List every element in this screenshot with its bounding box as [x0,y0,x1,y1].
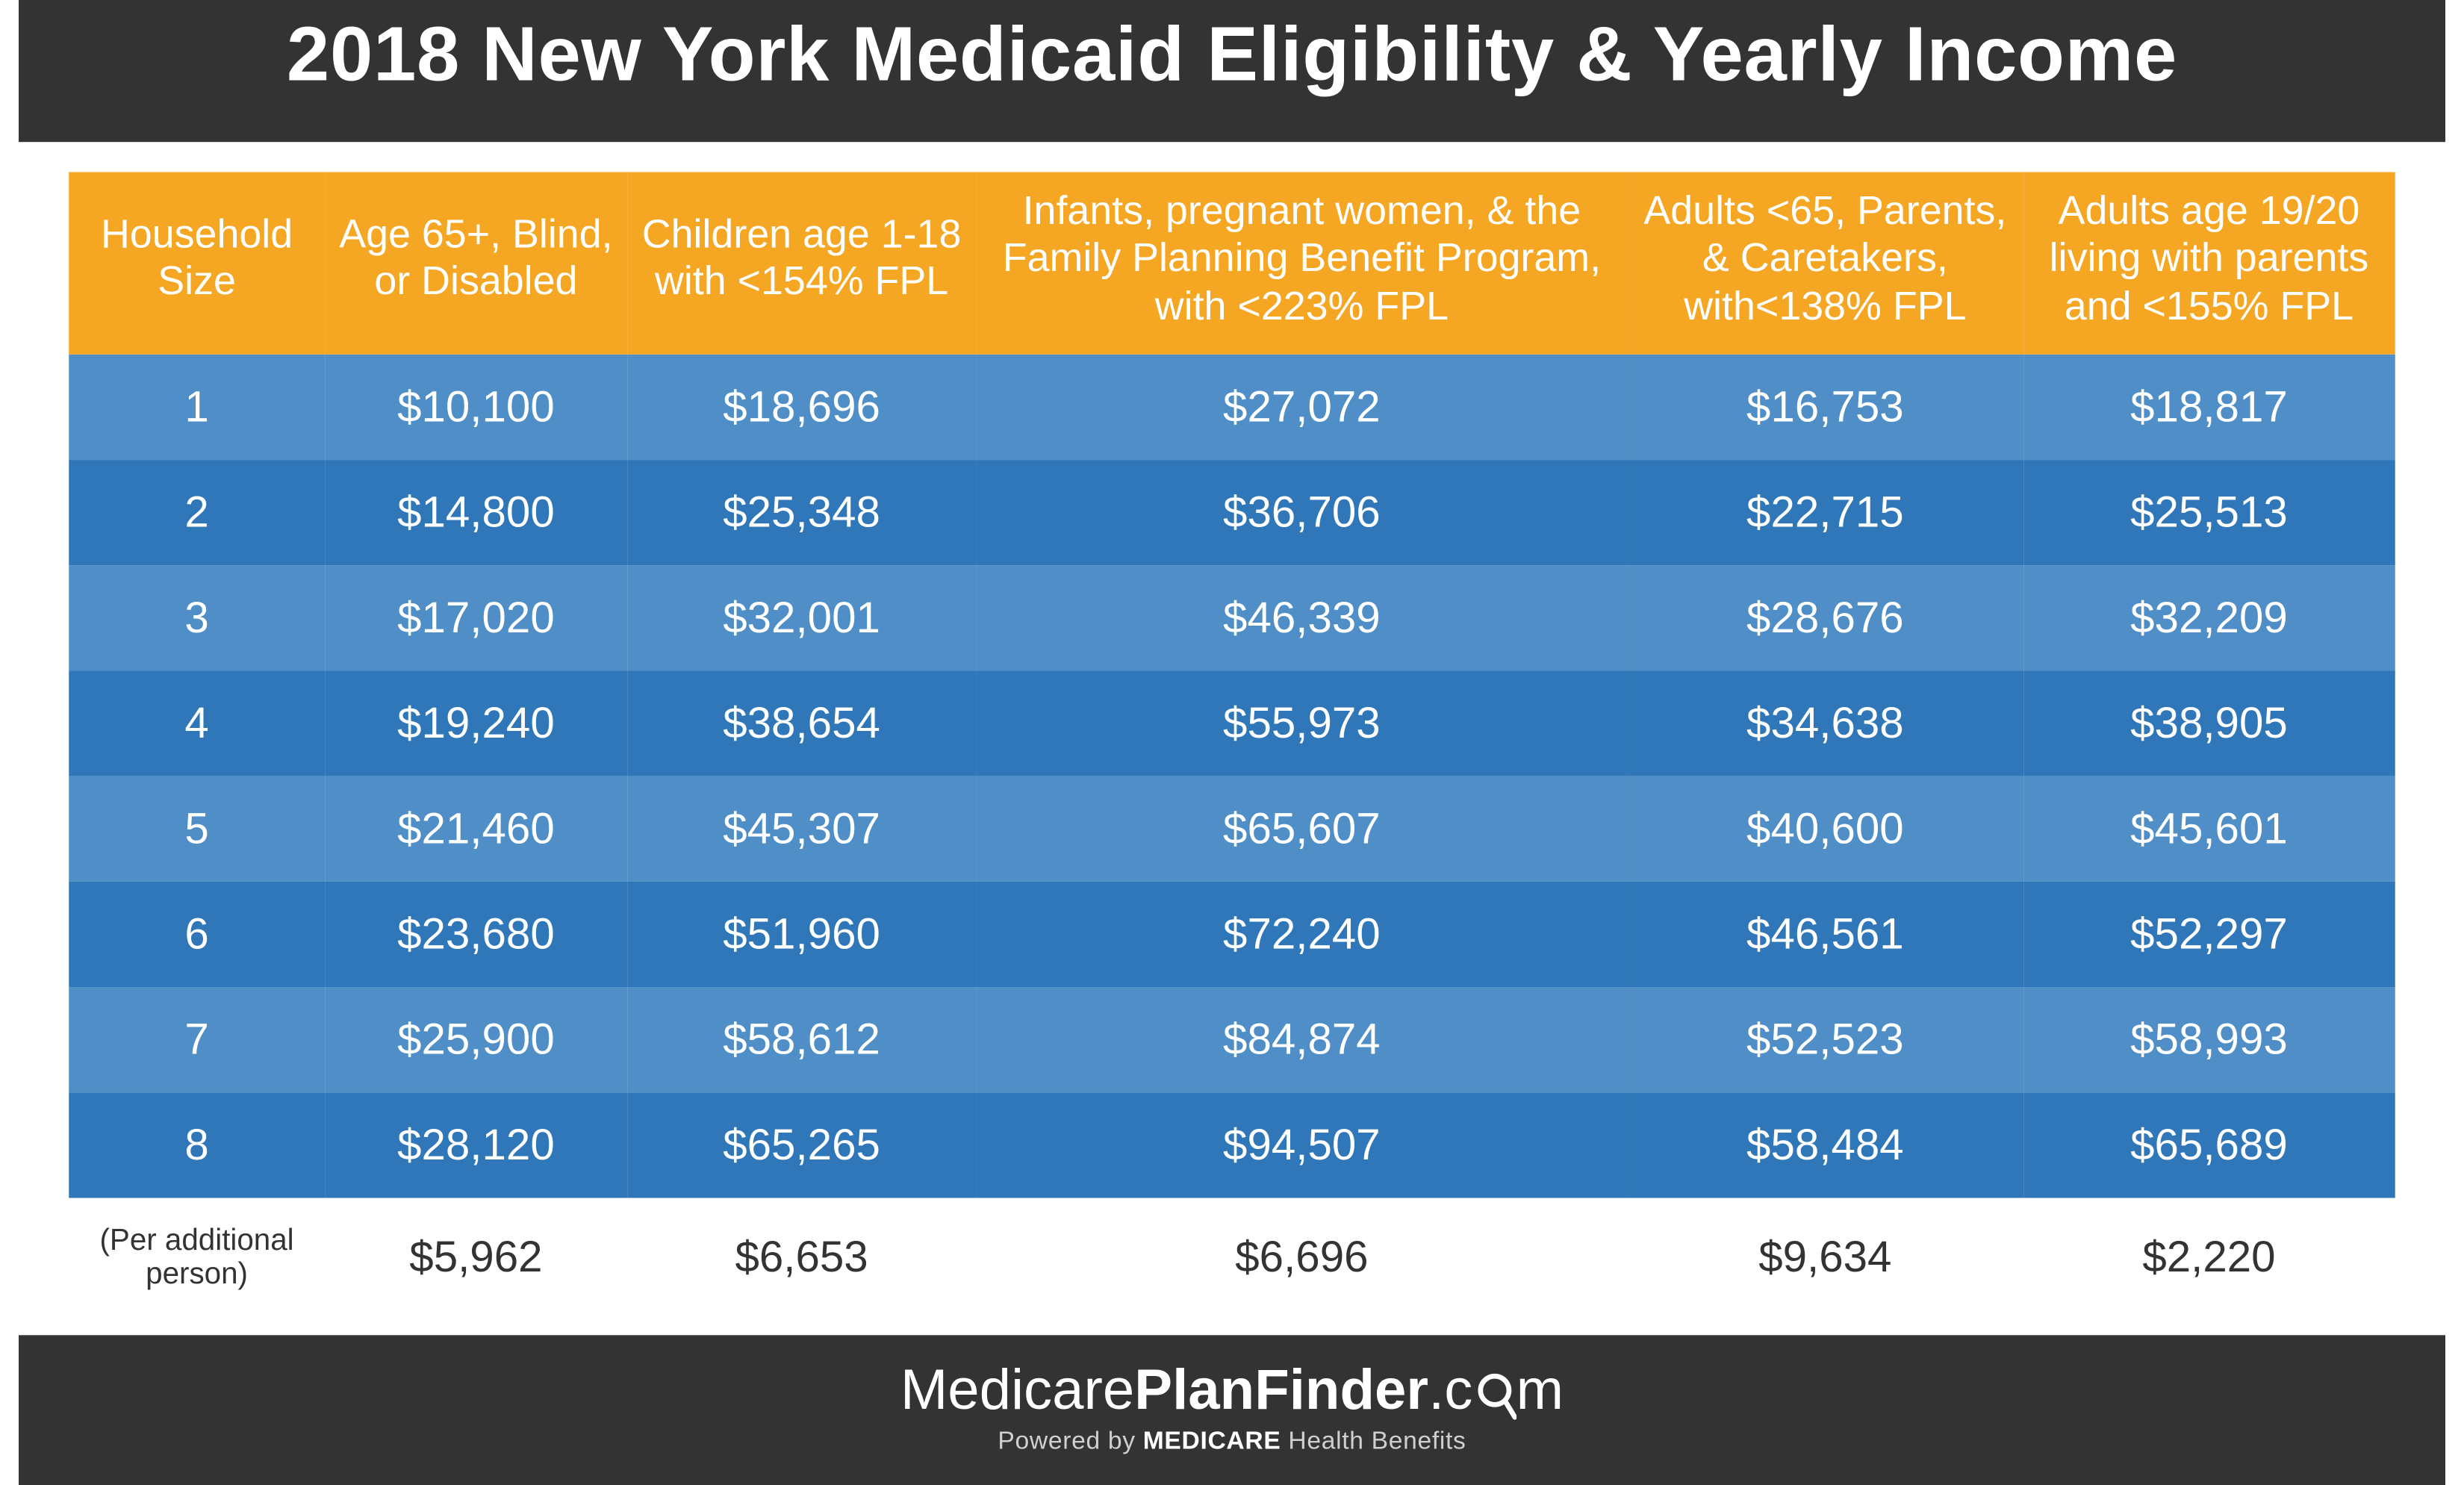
table-cell: $52,297 [2023,881,2395,986]
brand-text: Medicare [900,1357,1134,1422]
table-cell: 5 [69,776,325,881]
table-cell: $18,817 [2023,354,2395,459]
table-cell: 8 [69,1092,325,1198]
brand-text: m [1516,1357,1564,1422]
table-row: 1$10,100$18,696$27,072$16,753$18,817 [69,354,2395,459]
powered-brand: MEDICARE [1143,1426,1281,1454]
table-cell: $23,680 [325,881,627,986]
table-cell: $45,307 [627,776,976,881]
table-cell: $55,973 [976,670,1627,776]
brand-text-bold: PlanFinder [1134,1357,1428,1422]
table-cell: $19,240 [325,670,627,776]
table-cell: $58,484 [1628,1092,2023,1198]
table-cell: $58,993 [2023,987,2395,1092]
table-cell: 1 [69,354,325,459]
col-header: Adults age 19/20 living with parents and… [2023,172,2395,354]
table-cell: $25,900 [325,987,627,1092]
table-cell: $84,874 [976,987,1627,1092]
table-cell: $46,339 [976,565,1627,670]
col-header: Children age 1-18 with <154% FPL [627,172,976,354]
table-cell: $40,600 [1628,776,2023,881]
powered-prefix: Powered by [998,1426,1142,1454]
eligibility-table: Household Size Age 65+, Blind, or Disabl… [69,172,2395,1317]
table-row: 4$19,240$38,654$55,973$34,638$38,905 [69,670,2395,776]
brand-logo: MedicarePlanFinder.c m [900,1357,1564,1422]
table-cell: $32,209 [2023,565,2395,670]
powered-by: Powered by MEDICARE Health Benefits [52,1426,2412,1454]
table-cell: $58,612 [627,987,976,1092]
table-cell: $22,715 [1628,460,2023,565]
table-cell: $46,561 [1628,881,2023,986]
table-cell: 2 [69,460,325,565]
table-row: 3$17,020$32,001$46,339$28,676$32,209 [69,565,2395,670]
table-cell: $65,607 [976,776,1627,881]
table-cell: $14,800 [325,460,627,565]
col-header: Infants, pregnant women, & the Family Pl… [976,172,1627,354]
table-cell: $10,100 [325,354,627,459]
brand-text: .c [1428,1357,1472,1422]
table-cell: $25,348 [627,460,976,565]
table-cell: $6,696 [976,1198,1627,1317]
table-row: 5$21,460$45,307$65,607$40,600$45,601 [69,776,2395,881]
table-cell: $9,634 [1628,1198,2023,1317]
col-header: Age 65+, Blind, or Disabled [325,172,627,354]
table-cell: $34,638 [1628,670,2023,776]
title-bar: 2018 New York Medicaid Eligibility & Yea… [19,0,2445,142]
header-row: Household Size Age 65+, Blind, or Disabl… [69,172,2395,354]
table-cell: $2,220 [2023,1198,2395,1317]
table-cell: $94,507 [976,1092,1627,1198]
table-cell: $38,905 [2023,670,2395,776]
table-cell: $38,654 [627,670,976,776]
table-cell: $32,001 [627,565,976,670]
table-head: Household Size Age 65+, Blind, or Disabl… [69,172,2395,354]
table-row: 2$14,800$25,348$36,706$22,715$25,513 [69,460,2395,565]
table-cell: $28,120 [325,1092,627,1198]
powered-suffix: Health Benefits [1281,1426,1466,1454]
table-cell: $5,962 [325,1198,627,1317]
magnifier-icon [1476,1371,1516,1421]
page-title: 2018 New York Medicaid Eligibility & Yea… [52,8,2412,99]
table-row: 7$25,900$58,612$84,874$52,523$58,993 [69,987,2395,1092]
table-cell: $17,020 [325,565,627,670]
table-cell: $18,696 [627,354,976,459]
table-cell: $52,523 [1628,987,2023,1092]
table-container: Household Size Age 65+, Blind, or Disabl… [19,142,2445,1334]
table-cell: $28,676 [1628,565,2023,670]
table-row: 8$28,120$65,265$94,507$58,484$65,689 [69,1092,2395,1198]
table-cell: $65,689 [2023,1092,2395,1198]
table-cell: 7 [69,987,325,1092]
table-cell: 3 [69,565,325,670]
table-cell: $6,653 [627,1198,976,1317]
table-cell: $27,072 [976,354,1627,459]
table-cell: $36,706 [976,460,1627,565]
table-cell: $45,601 [2023,776,2395,881]
table-cell: $25,513 [2023,460,2395,565]
col-header: Adults <65, Parents, & Caretakers, with<… [1628,172,2023,354]
table-cell: 4 [69,670,325,776]
table-row: 6$23,680$51,960$72,240$46,561$52,297 [69,881,2395,986]
table-cell: $51,960 [627,881,976,986]
table-cell: $16,753 [1628,354,2023,459]
footer-bar: MedicarePlanFinder.c m Powered by MEDICAR… [19,1334,2445,1485]
table-cell: $21,460 [325,776,627,881]
table-cell: $65,265 [627,1092,976,1198]
table-cell: $72,240 [976,881,1627,986]
additional-label: (Per additional person) [69,1198,325,1317]
infographic-card: 2018 New York Medicaid Eligibility & Yea… [19,0,2445,1485]
table-row-additional: (Per additional person)$5,962$6,653$6,69… [69,1198,2395,1317]
col-header: Household Size [69,172,325,354]
table-body: 1$10,100$18,696$27,072$16,753$18,8172$14… [69,354,2395,1317]
table-cell: 6 [69,881,325,986]
